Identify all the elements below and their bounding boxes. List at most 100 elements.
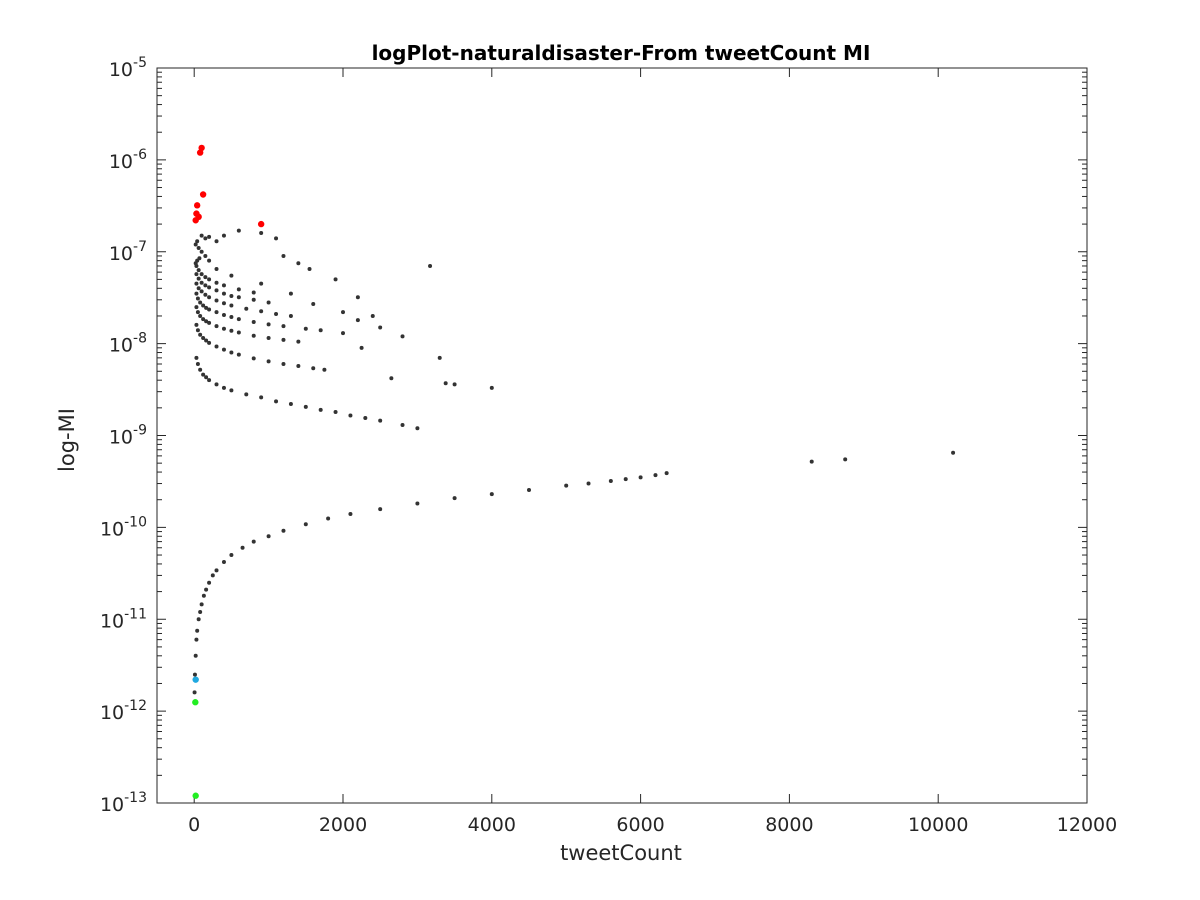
data-point: [843, 457, 848, 462]
data-point: [608, 478, 613, 483]
data-point: [207, 307, 212, 312]
data-point: [452, 382, 457, 387]
y-axis-ticks: 10-13 10-12 10-11 10-10 10-9 10-8 10-7 10-6 10-5: [100, 55, 1087, 816]
data-point: [214, 239, 219, 244]
data-point: [296, 339, 301, 344]
data-points: [192, 144, 956, 799]
data-point: [266, 336, 271, 341]
data-point: [192, 672, 197, 677]
data-point: [527, 488, 531, 493]
data-point: [333, 410, 338, 415]
data-point: [221, 326, 226, 331]
data-point: [259, 309, 264, 314]
data-point: [307, 266, 312, 271]
data-point: [341, 310, 345, 315]
data-point: [259, 230, 264, 235]
data-point: [318, 407, 323, 412]
data-point: [192, 690, 197, 695]
data-point: [236, 228, 241, 233]
data-point: [274, 399, 279, 404]
data-point: [266, 359, 271, 364]
data-point: [229, 303, 234, 308]
data-point: [281, 324, 286, 329]
data-point: [355, 318, 360, 323]
data-point: [251, 539, 256, 544]
data-point: [207, 580, 212, 585]
data-point: [623, 477, 628, 482]
data-point: [951, 450, 956, 455]
data-point: [192, 699, 199, 706]
data-point: [341, 331, 345, 336]
data-point: [221, 233, 226, 238]
data-point: [318, 328, 323, 333]
data-point: [236, 317, 241, 322]
data-point: [221, 385, 226, 390]
data-point: [193, 242, 198, 247]
data-point: [281, 362, 286, 367]
data-point: [207, 285, 212, 290]
data-point: [378, 507, 383, 512]
data-point: [400, 423, 405, 428]
data-point: [194, 281, 199, 286]
data-point: [274, 312, 279, 317]
data-point: [322, 367, 327, 372]
y-tick-label: 10-10: [100, 514, 147, 540]
data-point: [638, 475, 643, 480]
x-tick-label: 0: [188, 814, 200, 836]
data-point: [194, 355, 199, 360]
y-tick-label: 10-6: [109, 147, 147, 173]
data-point: [214, 280, 219, 285]
data-point: [193, 202, 201, 209]
data-point: [251, 297, 256, 302]
data-point: [259, 281, 264, 286]
data-point: [257, 220, 265, 228]
data-point: [207, 277, 212, 282]
data-point: [195, 296, 200, 301]
y-tick-label: 10-5: [109, 55, 147, 81]
data-point: [210, 573, 215, 578]
data-point: [192, 676, 199, 683]
data-point: [229, 293, 234, 298]
y-tick-label: 10-11: [100, 606, 147, 632]
data-point: [221, 559, 226, 564]
data-point: [359, 345, 364, 350]
y-axis-label: log-MI: [55, 408, 79, 472]
data-point: [378, 418, 383, 423]
data-point: [195, 362, 200, 367]
data-point: [194, 637, 199, 642]
data-point: [437, 355, 442, 360]
data-point: [199, 280, 204, 285]
data-point: [195, 310, 200, 315]
data-point: [229, 273, 234, 278]
data-point: [204, 338, 209, 343]
data-point: [288, 291, 293, 296]
data-point: [303, 326, 308, 331]
data-point: [296, 261, 301, 266]
data-point: [201, 372, 206, 377]
data-point: [203, 283, 208, 288]
data-point: [198, 144, 205, 152]
data-point: [214, 568, 219, 573]
data-point: [214, 324, 219, 329]
data-point: [196, 245, 201, 250]
data-point: [296, 364, 301, 369]
data-point: [288, 313, 293, 318]
y-tick-label: 10-12: [100, 698, 147, 724]
data-point: [207, 295, 212, 300]
data-point: [199, 191, 207, 198]
data-point: [311, 366, 316, 371]
data-point: [266, 300, 271, 305]
data-point: [201, 336, 206, 341]
data-point: [378, 325, 383, 330]
data-point: [251, 333, 256, 338]
data-point: [198, 332, 203, 337]
data-point: [194, 305, 199, 310]
data-point: [266, 534, 271, 539]
data-point: [192, 792, 199, 799]
data-point: [236, 287, 241, 292]
plot-area: 0 2000 4000 6000 8000 10000 12000 10-1310-1210…: [100, 55, 1117, 836]
data-point: [214, 266, 219, 271]
data-point: [428, 263, 433, 268]
data-point: [198, 300, 203, 305]
data-point: [207, 340, 212, 345]
